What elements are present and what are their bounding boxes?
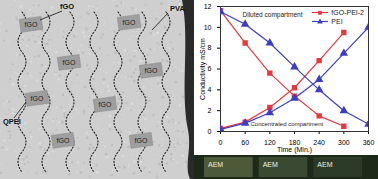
svg-text:fGO: fGO bbox=[60, 2, 74, 11]
svg-text:300: 300 bbox=[338, 139, 350, 146]
svg-text:360: 360 bbox=[363, 139, 375, 146]
svg-text:Conductivity mS/cm: Conductivity mS/cm bbox=[199, 38, 207, 100]
svg-text:120: 120 bbox=[264, 139, 276, 146]
svg-text:fGO: fGO bbox=[123, 19, 136, 26]
svg-text:2: 2 bbox=[208, 107, 212, 114]
svg-text:AEM: AEM bbox=[263, 161, 278, 168]
svg-text:fGO: fGO bbox=[99, 101, 112, 108]
svg-text:180: 180 bbox=[288, 139, 301, 147]
svg-text:fGO: fGO bbox=[135, 137, 148, 144]
svg-text:60: 60 bbox=[241, 139, 249, 146]
svg-text:fGO: fGO bbox=[31, 95, 44, 102]
svg-text:Time (Min.): Time (Min.) bbox=[277, 146, 312, 154]
svg-text:AEM: AEM bbox=[208, 161, 223, 168]
svg-text:QPEI: QPEI bbox=[3, 117, 21, 126]
svg-text:0: 0 bbox=[208, 128, 212, 135]
html-text:fGO-PEI-2: fGO-PEI-2 bbox=[331, 9, 364, 16]
html-text:PEI: PEI bbox=[331, 18, 343, 25]
svg-text:0: 0 bbox=[219, 139, 223, 146]
svg-text:240: 240 bbox=[313, 139, 325, 146]
svg-text:fGO: fGO bbox=[57, 137, 70, 144]
svg-text:6: 6 bbox=[208, 65, 212, 72]
svg-text:fGO: fGO bbox=[25, 21, 38, 28]
svg-text:fGO: fGO bbox=[145, 67, 158, 74]
svg-text:PVA: PVA bbox=[170, 4, 185, 13]
svg-text:AEM: AEM bbox=[317, 161, 332, 168]
svg-text:fGO: fGO bbox=[63, 59, 76, 66]
svg-text:Diluted compartment: Diluted compartment bbox=[243, 11, 303, 19]
svg-text:4: 4 bbox=[208, 86, 212, 93]
svg-text:8: 8 bbox=[208, 44, 212, 51]
svg-text:10: 10 bbox=[204, 24, 212, 31]
svg-text:Concentrated compartment: Concentrated compartment bbox=[251, 121, 324, 127]
svg-text:12: 12 bbox=[204, 3, 212, 10]
